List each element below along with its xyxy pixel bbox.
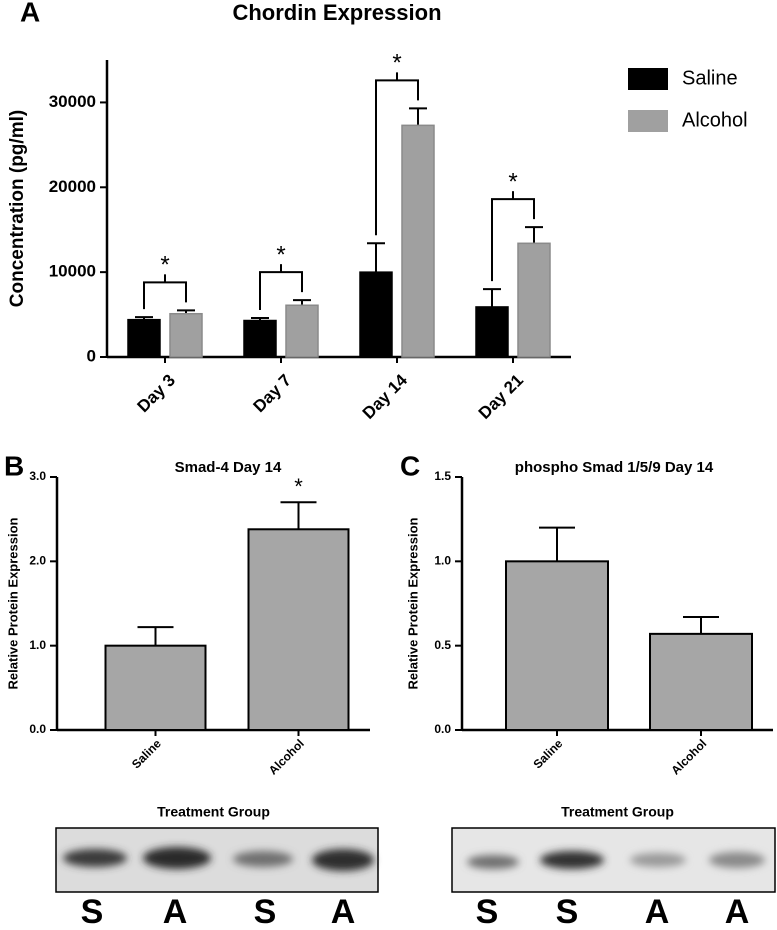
- bar: [247, 528, 350, 732]
- y-tick-label: 2.0: [29, 554, 46, 568]
- bar: [104, 644, 207, 732]
- panel-label: A: [20, 0, 40, 27]
- chart-title: Smad-4 Day 14: [175, 459, 282, 476]
- y-tick-label: 0.0: [434, 722, 451, 736]
- x-axis-label: Treatment Group: [157, 804, 270, 820]
- bar: [517, 242, 551, 358]
- y-tick-label: 30000: [49, 92, 96, 111]
- x-tick-label: Alcohol: [266, 736, 307, 777]
- lane-label: A: [645, 893, 670, 930]
- lane-label: S: [476, 893, 499, 930]
- legend-label: Saline: [682, 67, 738, 89]
- bar: [401, 124, 435, 358]
- x-tick-label: Saline: [129, 736, 164, 771]
- x-tick-label: Saline: [530, 736, 565, 771]
- chart-title: Chordin Expression: [232, 0, 441, 25]
- lane-label: S: [556, 893, 579, 930]
- significance-mark: *: [294, 474, 303, 499]
- bar: [285, 304, 319, 358]
- bar: [359, 271, 393, 358]
- significance-mark: *: [160, 252, 169, 279]
- x-tick-label: Alcohol: [668, 736, 709, 777]
- bar: [169, 312, 203, 358]
- chart-title: phospho Smad 1/5/9 Day 14: [515, 459, 714, 476]
- lane-label: S: [254, 893, 277, 930]
- y-tick-label: 10000: [49, 262, 96, 281]
- panel-label: C: [400, 450, 420, 481]
- significance-bracket: [143, 281, 187, 310]
- legend-swatch: [628, 68, 668, 90]
- y-tick-label: 1.0: [29, 638, 46, 652]
- y-tick-label: 0.0: [29, 722, 46, 736]
- panel-label: B: [4, 450, 24, 481]
- significance-mark: *: [392, 50, 401, 77]
- significance-mark: *: [276, 241, 285, 268]
- lane-label: A: [331, 893, 356, 930]
- y-tick-label: 1.5: [434, 469, 451, 483]
- y-axis-label: Concentration (pg/ml): [7, 110, 28, 307]
- bar: [475, 306, 509, 358]
- x-tick-label: Day 14: [359, 370, 412, 423]
- blot-b: [55, 827, 379, 893]
- y-axis-label: Relative Protein Expression: [405, 517, 420, 689]
- x-axis-label: Treatment Group: [561, 804, 674, 820]
- y-tick-label: 0.5: [434, 638, 451, 652]
- bar: [505, 560, 609, 731]
- y-tick-label: 3.0: [29, 469, 46, 483]
- lane-label: A: [163, 893, 188, 930]
- x-tick-label: Day 21: [475, 371, 527, 423]
- y-tick-label: 1.0: [434, 554, 451, 568]
- y-tick-label: 20000: [49, 177, 96, 196]
- lane-label: S: [81, 893, 104, 930]
- x-tick-label: Day 3: [133, 371, 179, 417]
- significance-bracket: [259, 271, 303, 310]
- legend-swatch: [628, 110, 668, 132]
- legend-label: Alcohol: [682, 109, 748, 131]
- x-tick-label: Day 7: [249, 371, 295, 417]
- y-tick-label: 0: [87, 346, 96, 365]
- bar: [649, 632, 753, 731]
- bar: [243, 319, 277, 358]
- significance-mark: *: [508, 169, 517, 196]
- lane-label: A: [725, 893, 750, 930]
- blot-c: [451, 827, 776, 893]
- y-axis-label: Relative Protein Expression: [5, 517, 20, 689]
- bar: [127, 318, 161, 358]
